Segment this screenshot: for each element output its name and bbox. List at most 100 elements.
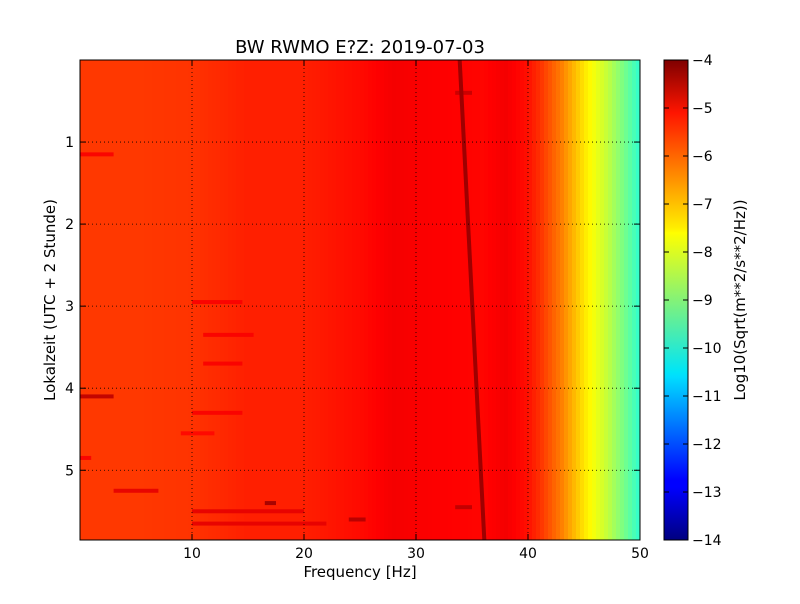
spectrum-band xyxy=(316,60,321,540)
spectrum-band xyxy=(88,60,93,540)
spectrum-band xyxy=(408,60,413,540)
spectrum-band xyxy=(160,60,165,540)
spectrum-band xyxy=(584,60,589,540)
event-streak xyxy=(455,90,472,95)
colorbar-tick-label: −9 xyxy=(692,293,713,309)
spectrum-band xyxy=(340,60,345,540)
spectrum-band xyxy=(116,60,121,540)
spectrum-band xyxy=(136,60,141,540)
spectrum-band xyxy=(132,60,137,540)
plot-frame xyxy=(79,59,641,541)
tone-line xyxy=(457,60,487,540)
y-axis-ticks: 1 2 3 4 5 xyxy=(65,135,640,479)
spectrum-band xyxy=(92,60,97,540)
spectrum-band xyxy=(344,60,349,540)
spectrum-band xyxy=(460,60,465,540)
x-tick-label: 50 xyxy=(631,546,649,562)
colorbar-tick-label: −13 xyxy=(692,485,722,501)
spectrum-band xyxy=(592,60,597,540)
spectrum-band xyxy=(100,60,105,540)
spectrum-band xyxy=(112,60,117,540)
event-streak xyxy=(192,521,327,526)
spectrum-band xyxy=(476,60,481,540)
spectrum-band xyxy=(224,60,229,540)
spectrum-band xyxy=(364,60,369,540)
colorbar-tick-label: −6 xyxy=(692,149,713,165)
spectrum-band xyxy=(520,60,525,540)
spectrum-band xyxy=(412,60,417,540)
spectrum-band xyxy=(208,60,213,540)
spectrum-band xyxy=(604,60,609,540)
spectrum-band xyxy=(328,60,333,540)
spectrum-band xyxy=(388,60,393,540)
plot-grid xyxy=(80,60,640,540)
spectrum-band xyxy=(596,60,601,540)
spectrum-band xyxy=(360,60,365,540)
spectrum-band xyxy=(568,60,573,540)
colorbar-tick-label: −5 xyxy=(692,101,713,117)
spectrum-band xyxy=(504,60,509,540)
spectrum-band xyxy=(392,60,397,540)
spectrum-band xyxy=(440,60,445,540)
spectrum-band xyxy=(636,60,640,540)
spectrum-band xyxy=(576,60,581,540)
spectrum-band xyxy=(172,60,177,540)
spectrum-band xyxy=(516,60,521,540)
x-tick-label: 40 xyxy=(519,546,537,562)
spectrum-band xyxy=(356,60,361,540)
spectrum-band xyxy=(432,60,437,540)
y-tick-label: 4 xyxy=(65,381,74,397)
spectrum-band xyxy=(548,60,553,540)
colorbar-tick-label: −7 xyxy=(692,197,713,213)
spectrum-band xyxy=(400,60,405,540)
x-tick-label: 10 xyxy=(183,546,201,562)
spectrum-band xyxy=(436,60,441,540)
spectrum-band xyxy=(448,60,453,540)
spectrum-band xyxy=(564,60,569,540)
event-streak xyxy=(455,505,472,510)
y-axis-label: Lokalzeit (UTC + 2 Stunde) xyxy=(41,199,59,401)
spectrum-band xyxy=(276,60,281,540)
y-tick-label: 3 xyxy=(65,299,74,315)
spectrum-band xyxy=(320,60,325,540)
spectrum-band xyxy=(308,60,313,540)
spectrum-band xyxy=(444,60,449,540)
spectrum-band xyxy=(304,60,309,540)
spectrum-band xyxy=(352,60,357,540)
spectrum-band xyxy=(624,60,629,540)
spectrum-band xyxy=(424,60,429,540)
spectrum-band xyxy=(620,60,625,540)
spectrum-band xyxy=(512,60,517,540)
spectrum-band xyxy=(184,60,189,540)
spectrum-band xyxy=(484,60,489,540)
event-streak xyxy=(203,332,254,337)
event-streak xyxy=(192,300,243,305)
spectrum-band xyxy=(96,60,101,540)
spectrum-band xyxy=(416,60,421,540)
spectrum-band xyxy=(428,60,433,540)
spectrum-band xyxy=(212,60,217,540)
y-tick-label: 5 xyxy=(65,463,74,479)
spectrum-band xyxy=(376,60,381,540)
event-streak xyxy=(348,517,366,522)
spectrum-band xyxy=(140,60,145,540)
spectrum-band xyxy=(404,60,409,540)
spectrum-band xyxy=(456,60,461,540)
spectrum-band xyxy=(280,60,285,540)
spectrum-band xyxy=(332,60,337,540)
spectrum-band xyxy=(336,60,341,540)
spectrum-band xyxy=(600,60,605,540)
spectrum-band xyxy=(472,60,477,540)
event-streak xyxy=(80,455,92,460)
spectrum-band xyxy=(216,60,221,540)
spectrum-band xyxy=(236,60,241,540)
spectrum-band xyxy=(496,60,501,540)
spectrum-band xyxy=(252,60,257,540)
spectrum-band xyxy=(384,60,389,540)
colorbar-label: Log10(Sqrt(m**2/s**2/Hz)) xyxy=(731,199,749,400)
spectrum-band xyxy=(272,60,277,540)
spectrum-band xyxy=(380,60,385,540)
spectrum-band xyxy=(500,60,505,540)
spectrum-band xyxy=(84,60,89,540)
